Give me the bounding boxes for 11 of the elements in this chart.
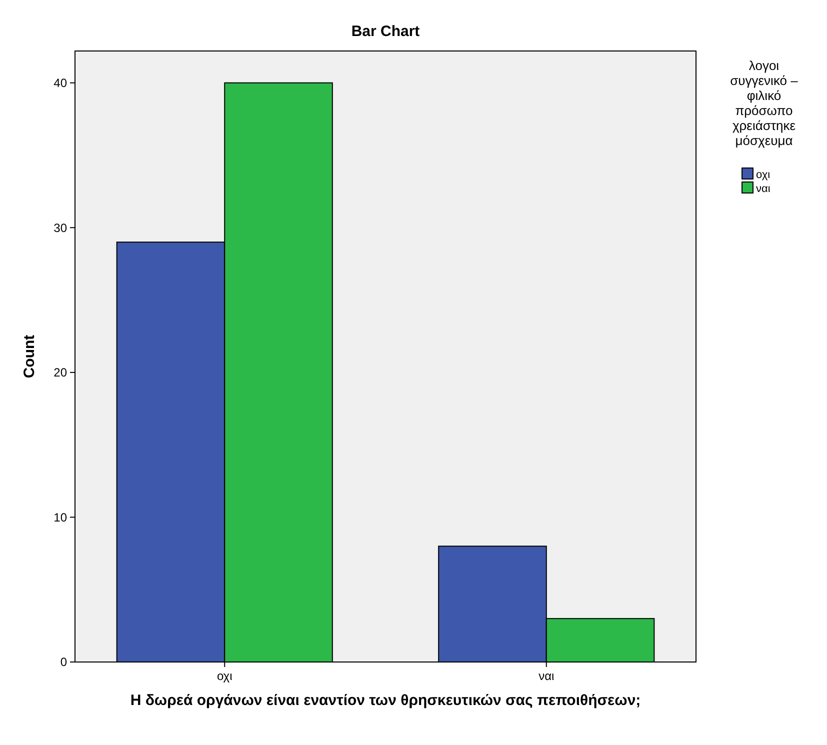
y-tick-label: 0 bbox=[60, 655, 68, 670]
y-tick-label: 30 bbox=[54, 220, 68, 235]
y-tick-label: 10 bbox=[54, 510, 68, 524]
legend-title: λογοι συγγενικό – φιλικό πρόσωπο χρειάστηκε μόσχευμα bbox=[730, 58, 799, 148]
legend-label: ναι bbox=[756, 183, 771, 195]
chart-title: Bar Chart bbox=[351, 23, 420, 40]
legend-label: οχι bbox=[756, 169, 771, 181]
y-tick-label: 40 bbox=[54, 76, 68, 90]
y-tick-label: 20 bbox=[54, 366, 68, 380]
y-axis-title: Count bbox=[21, 334, 38, 378]
x-axis-title: Η δωρεά οργάνων είναι εναντίον των θρησκευτικών σας πεποιθήσεων; bbox=[129, 692, 642, 709]
